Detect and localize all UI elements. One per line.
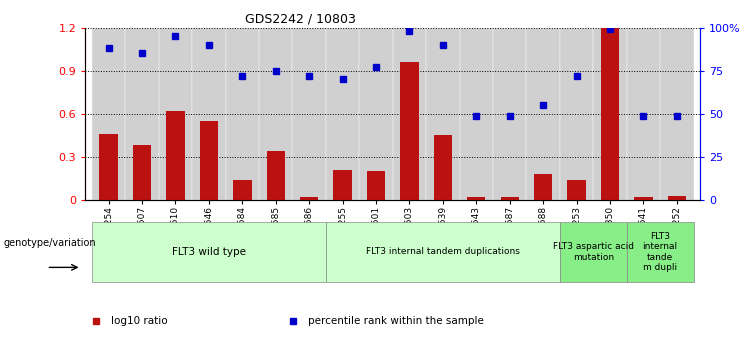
Bar: [159, 28, 192, 200]
Text: percentile rank within the sample: percentile rank within the sample: [308, 316, 484, 326]
Bar: [627, 222, 694, 282]
Bar: [133, 146, 151, 200]
Bar: [433, 136, 452, 200]
Bar: [333, 170, 352, 200]
Title: GDS2242 / 10803: GDS2242 / 10803: [245, 12, 356, 25]
Bar: [634, 197, 653, 200]
Bar: [259, 28, 293, 200]
Bar: [594, 28, 627, 200]
Text: genotype/variation: genotype/variation: [4, 238, 96, 247]
Bar: [627, 28, 660, 200]
Bar: [367, 171, 385, 200]
Bar: [534, 174, 552, 200]
Text: FLT3
internal
tande
m dupli: FLT3 internal tande m dupli: [642, 232, 678, 272]
Bar: [359, 28, 393, 200]
Bar: [267, 151, 285, 200]
Bar: [199, 121, 218, 200]
Bar: [560, 28, 594, 200]
Bar: [326, 28, 359, 200]
Bar: [300, 197, 319, 200]
Text: FLT3 aspartic acid
mutation: FLT3 aspartic acid mutation: [553, 242, 634, 262]
Bar: [225, 28, 259, 200]
Bar: [493, 28, 526, 200]
Bar: [92, 28, 125, 200]
Bar: [526, 28, 560, 200]
Bar: [459, 28, 493, 200]
Bar: [467, 197, 485, 200]
Bar: [660, 28, 694, 200]
Bar: [233, 180, 251, 200]
Text: FLT3 wild type: FLT3 wild type: [172, 247, 246, 257]
Bar: [125, 28, 159, 200]
Bar: [293, 28, 326, 200]
Bar: [326, 222, 560, 282]
Bar: [668, 196, 686, 200]
Bar: [92, 222, 326, 282]
Bar: [192, 28, 225, 200]
Bar: [166, 111, 185, 200]
Bar: [393, 28, 426, 200]
Bar: [500, 197, 519, 200]
Bar: [560, 222, 627, 282]
Bar: [426, 28, 459, 200]
Bar: [400, 62, 419, 200]
Bar: [601, 28, 619, 200]
Bar: [568, 180, 586, 200]
Text: FLT3 internal tandem duplications: FLT3 internal tandem duplications: [366, 247, 519, 256]
Text: log10 ratio: log10 ratio: [111, 316, 167, 326]
Bar: [99, 134, 118, 200]
